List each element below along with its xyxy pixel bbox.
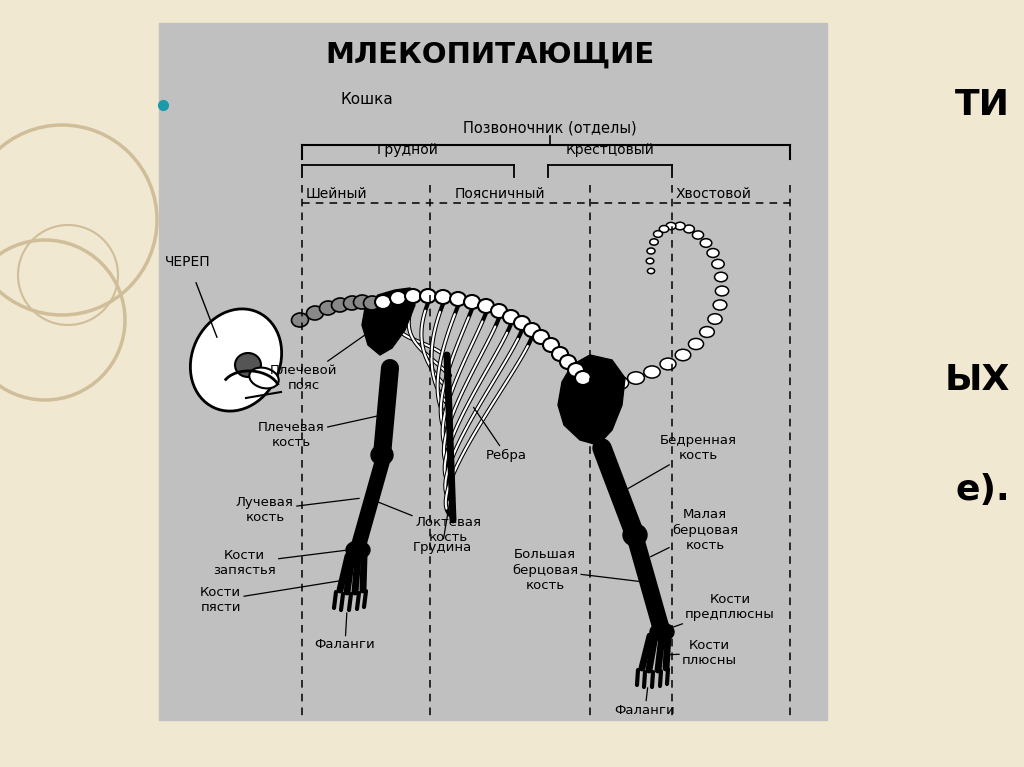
Ellipse shape: [712, 259, 724, 268]
Ellipse shape: [715, 272, 727, 281]
Ellipse shape: [675, 222, 685, 230]
Ellipse shape: [346, 541, 370, 559]
Ellipse shape: [688, 338, 703, 350]
Ellipse shape: [568, 363, 584, 377]
Ellipse shape: [319, 301, 337, 315]
Ellipse shape: [353, 295, 371, 309]
Ellipse shape: [406, 289, 421, 303]
Ellipse shape: [435, 290, 451, 304]
Ellipse shape: [292, 313, 308, 327]
Ellipse shape: [543, 338, 559, 352]
Ellipse shape: [371, 445, 393, 465]
Ellipse shape: [478, 299, 494, 313]
Text: Кошка: Кошка: [341, 93, 393, 107]
Ellipse shape: [647, 268, 654, 274]
Text: Крестцовый: Крестцовый: [565, 143, 654, 157]
Polygon shape: [558, 355, 625, 445]
Ellipse shape: [524, 323, 540, 337]
Ellipse shape: [623, 524, 647, 546]
Text: Ребра: Ребра: [473, 407, 526, 462]
Ellipse shape: [700, 239, 712, 247]
Ellipse shape: [659, 225, 669, 232]
Text: Позвоночник (отделы): Позвоночник (отделы): [463, 120, 637, 136]
Text: Кости
предплюсны: Кости предплюсны: [668, 593, 775, 629]
Ellipse shape: [575, 371, 591, 385]
Ellipse shape: [306, 306, 324, 320]
Ellipse shape: [675, 349, 691, 360]
Ellipse shape: [650, 239, 658, 245]
Text: Грудина: Грудина: [413, 502, 472, 555]
Text: Фаланги: Фаланги: [614, 688, 676, 716]
Ellipse shape: [699, 327, 715, 337]
Text: Кости
запястья: Кости запястья: [213, 549, 345, 577]
Ellipse shape: [716, 286, 729, 296]
Text: Хвостовой: Хвостовой: [676, 187, 752, 201]
Text: Локтевая
кость: Локтевая кость: [376, 501, 481, 544]
Text: Лучевая
кость: Лучевая кость: [236, 496, 359, 524]
Ellipse shape: [713, 300, 727, 310]
Text: Грудной: Грудной: [377, 143, 439, 157]
Ellipse shape: [343, 296, 360, 310]
Ellipse shape: [552, 347, 568, 361]
Ellipse shape: [708, 314, 722, 324]
Text: Поясничный: Поясничный: [455, 187, 546, 201]
Text: МЛЕКОПИТАЮЩИЕ: МЛЕКОПИТАЮЩИЕ: [326, 41, 654, 69]
Polygon shape: [362, 288, 415, 355]
Ellipse shape: [666, 222, 676, 229]
Text: Бедренная
кость: Бедренная кость: [625, 434, 737, 491]
Text: ТИ: ТИ: [955, 88, 1010, 122]
Ellipse shape: [628, 372, 644, 384]
Text: ЧЕРЕП: ЧЕРЕП: [165, 255, 211, 269]
Ellipse shape: [464, 295, 480, 309]
Ellipse shape: [514, 316, 530, 330]
Text: Фаланги: Фаланги: [314, 613, 376, 651]
Ellipse shape: [560, 355, 575, 369]
Ellipse shape: [450, 292, 466, 306]
Ellipse shape: [644, 366, 660, 378]
Ellipse shape: [420, 289, 436, 303]
Bar: [159, 23, 827, 720]
Ellipse shape: [375, 295, 391, 309]
Ellipse shape: [490, 304, 507, 318]
Text: е).: е).: [955, 473, 1010, 507]
Ellipse shape: [707, 249, 719, 258]
Ellipse shape: [234, 353, 261, 377]
Text: Кости
пясти: Кости пясти: [200, 581, 342, 614]
Ellipse shape: [647, 248, 655, 254]
Ellipse shape: [684, 225, 694, 233]
Ellipse shape: [190, 309, 282, 411]
Text: Малая
берцовая
кость: Малая берцовая кость: [650, 509, 738, 557]
Text: Плечевой
пояс: Плечевой пояс: [270, 331, 370, 392]
Text: Большая
берцовая
кость: Большая берцовая кость: [512, 548, 641, 591]
Ellipse shape: [503, 310, 519, 324]
Ellipse shape: [653, 231, 663, 237]
Ellipse shape: [249, 367, 279, 388]
Ellipse shape: [332, 298, 348, 312]
Text: ЫХ: ЫХ: [944, 363, 1010, 397]
Ellipse shape: [611, 377, 629, 390]
Ellipse shape: [650, 623, 674, 641]
Ellipse shape: [646, 258, 653, 264]
Ellipse shape: [534, 330, 549, 344]
Ellipse shape: [364, 296, 381, 310]
Ellipse shape: [660, 358, 676, 370]
Text: Кости
плюсны: Кости плюсны: [665, 639, 737, 667]
Ellipse shape: [692, 231, 703, 239]
Text: Шейный: Шейный: [306, 187, 368, 201]
Text: Тазовый
пояс: Тазовый пояс: [563, 384, 622, 412]
Ellipse shape: [390, 291, 406, 305]
Text: Плечевая
кость: Плечевая кость: [258, 416, 379, 449]
